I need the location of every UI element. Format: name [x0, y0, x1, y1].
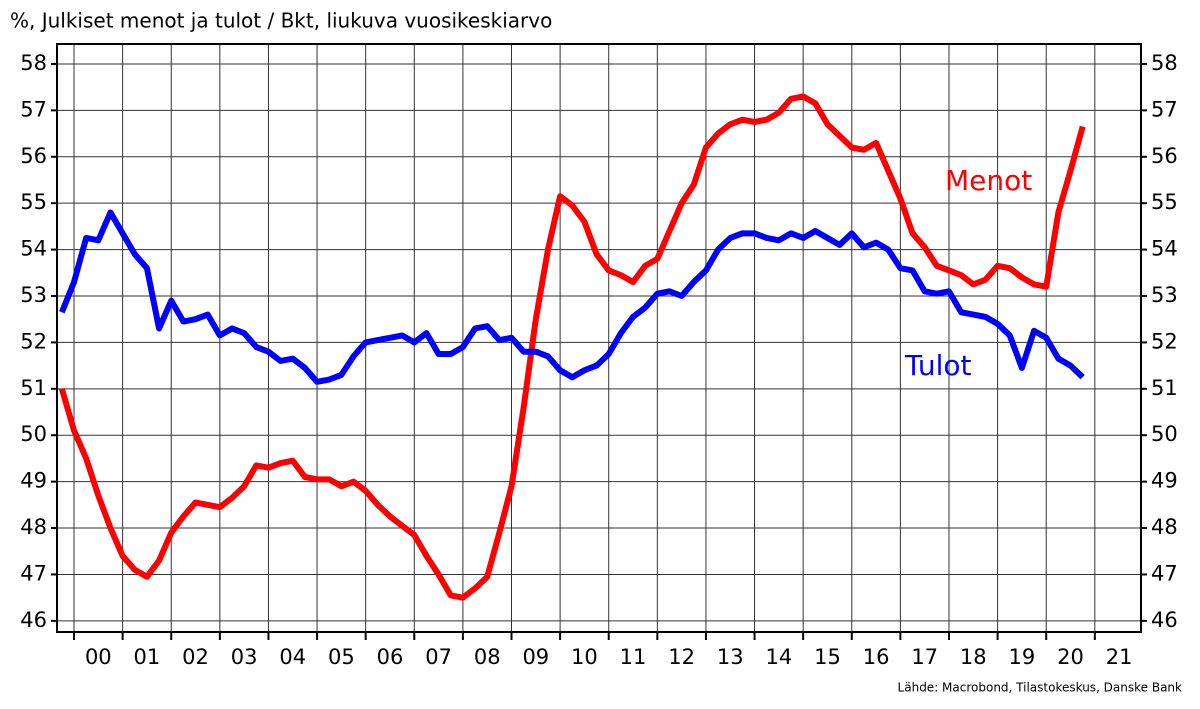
x-tick-label: 00 [85, 645, 112, 669]
x-tick-label: 01 [134, 645, 161, 669]
x-tick-label: 10 [571, 645, 598, 669]
x-tick-label: 20 [1057, 645, 1084, 669]
y2-tick-label: 56 [1151, 144, 1178, 168]
x-tick-label: 21 [1106, 645, 1133, 669]
x-tick-label: 15 [814, 645, 841, 669]
x-tick-label: 07 [425, 645, 452, 669]
source: Lähde: Macrobond, Tilastokeskus, Danske … [898, 681, 1182, 695]
x-tick-label: 02 [182, 645, 209, 669]
y-tick-label: 51 [20, 376, 47, 400]
y-tick-label: 47 [20, 561, 47, 585]
x-tick-label: 13 [717, 645, 744, 669]
y2-tick-label: 55 [1151, 190, 1178, 214]
y-tick-label: 55 [20, 190, 47, 214]
y2-tick-label: 48 [1151, 515, 1178, 539]
x-tick-label: 05 [328, 645, 355, 669]
y-tick-label: 48 [20, 515, 47, 539]
x-tick-label: 03 [231, 645, 258, 669]
y-tick-label: 58 [20, 51, 47, 75]
y-tick-label: 54 [20, 237, 47, 261]
x-tick-label: 08 [474, 645, 501, 669]
x-tick-label: 06 [377, 645, 404, 669]
x-tick-label: 19 [1009, 645, 1036, 669]
series-label: Menot [945, 164, 1032, 197]
chart-title: %, Julkiset menot ja tulot / Bkt, liukuv… [10, 9, 552, 33]
x-tick-label: 12 [668, 645, 695, 669]
y2-tick-label: 50 [1151, 422, 1178, 446]
x-tick-label: 04 [279, 645, 306, 669]
series-line [59, 209, 1085, 385]
y-tick-label: 46 [20, 608, 47, 632]
y2-tick-label: 53 [1151, 283, 1178, 307]
y-tick-label: 57 [20, 97, 47, 121]
series-line [58, 93, 1086, 601]
series-label: Tulot [904, 349, 972, 382]
y-tick-label: 50 [20, 422, 47, 446]
x-tick-label: 18 [960, 645, 987, 669]
x-tick-label: 09 [522, 645, 549, 669]
plot-frame [56, 43, 1142, 633]
y2-tick-label: 52 [1151, 329, 1178, 353]
y2-tick-label: 57 [1151, 97, 1178, 121]
y2-tick-label: 46 [1151, 608, 1178, 632]
x-tick-label: 11 [620, 645, 647, 669]
y-tick-label: 56 [20, 144, 47, 168]
y-tick-label: 53 [20, 283, 47, 307]
y2-tick-label: 54 [1151, 237, 1178, 261]
y-tick-label: 49 [20, 469, 47, 493]
x-tick-label: 17 [911, 645, 938, 669]
y2-tick-label: 58 [1151, 51, 1178, 75]
y2-tick-label: 47 [1151, 561, 1178, 585]
x-tick-label: 16 [863, 645, 890, 669]
y-tick-label: 52 [20, 329, 47, 353]
y2-tick-label: 51 [1151, 376, 1178, 400]
y2-tick-label: 49 [1151, 469, 1178, 493]
x-tick-label: 14 [765, 645, 792, 669]
